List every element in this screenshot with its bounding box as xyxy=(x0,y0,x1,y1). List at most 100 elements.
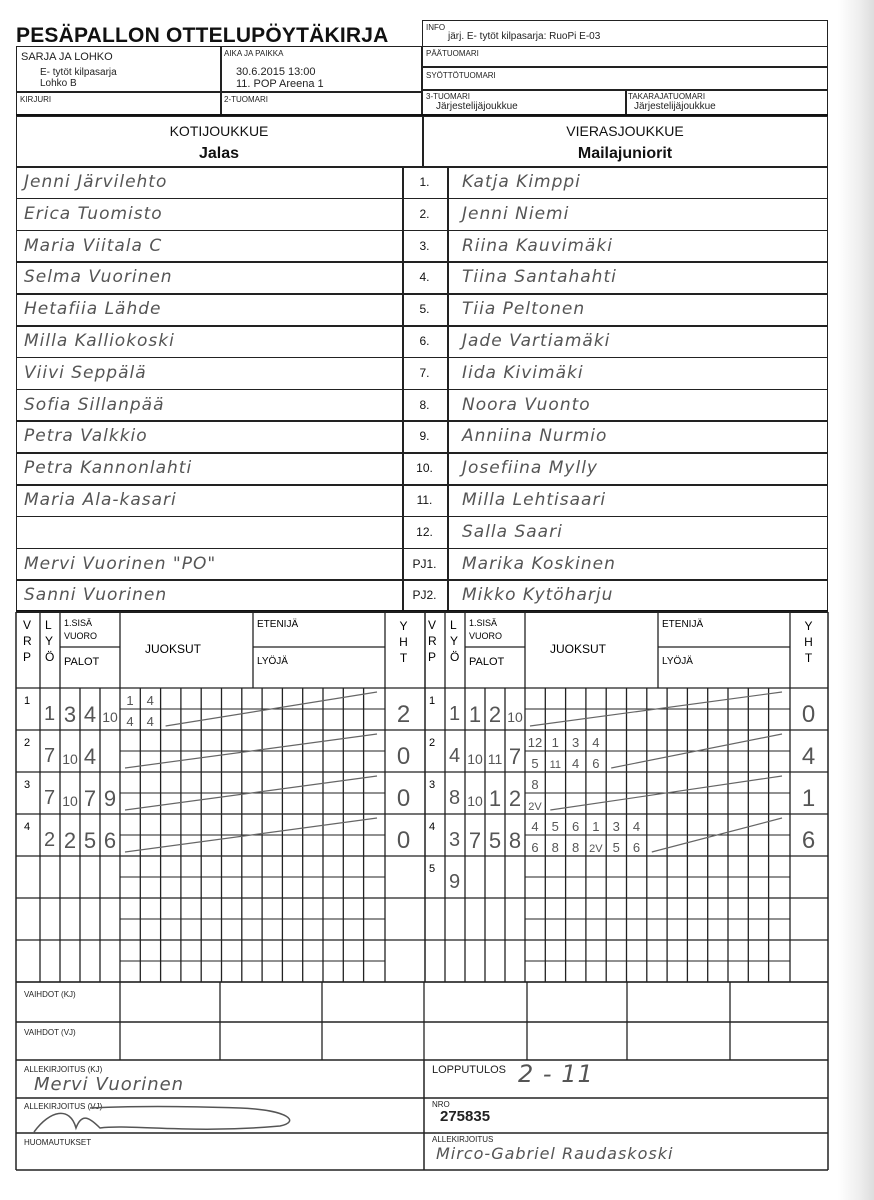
run-batter: 4 xyxy=(147,714,154,729)
player-number: 7. xyxy=(419,365,430,380)
col-yht-letter: T xyxy=(805,651,813,665)
allekirjoitus-label: ALLEKIRJOITUS xyxy=(432,1135,494,1144)
inning-strike-line xyxy=(550,775,783,811)
aika-label: AIKA JA PAIKKA xyxy=(224,49,284,58)
away-player-name: Josefiina Mylly xyxy=(462,458,598,479)
col-palot-label: PALOT xyxy=(469,656,505,668)
player-number: 5. xyxy=(419,302,430,317)
run-runner: 12 xyxy=(528,735,542,750)
palo-value: 10 xyxy=(62,793,78,809)
away-player-name: Katja Kimppi xyxy=(462,172,581,192)
inning-strike-line xyxy=(124,775,378,811)
run-batter: 8 xyxy=(572,840,579,855)
palo-value: 3 xyxy=(64,702,76,727)
player-number: 2. xyxy=(419,206,430,221)
player-number: 9. xyxy=(419,429,430,444)
home-player-name: Milla Kalliokoski xyxy=(24,331,175,351)
inning-number: 4 xyxy=(24,821,30,833)
allekirjoitus-vj-label: ALLEKIRJOITUS (VJ) xyxy=(24,1102,103,1111)
run-runner: 8 xyxy=(531,777,538,792)
home-player-name: Mervi Vuorinen "PO" xyxy=(24,553,217,574)
inning-batter: 9 xyxy=(449,871,460,893)
inning-strike-line xyxy=(611,733,783,769)
lohko-value: Lohko B xyxy=(40,78,77,89)
run-batter: 8 xyxy=(552,840,559,855)
inning-total: 0 xyxy=(397,827,410,854)
palo-value: 4 xyxy=(84,744,96,769)
col-sisa-label: 1.SISÄ xyxy=(64,618,92,628)
tuomari2-label: 2-TUOMARI xyxy=(224,95,268,104)
home-team-name: Jalas xyxy=(198,145,240,162)
inning-number: 5 xyxy=(429,863,435,875)
signature-vj xyxy=(33,1105,291,1133)
home-player-name: Erica Tuomisto xyxy=(24,203,163,224)
palo-value: 1 xyxy=(469,702,481,727)
run-batter: 2V xyxy=(589,843,603,855)
col-lyoja-label: LYÖJÄ xyxy=(257,655,288,667)
form-title: PESÄPALLON OTTELUPÖYTÄKIRJA xyxy=(16,24,389,47)
inning-total: 2 xyxy=(397,701,410,728)
player-number: PJ1. xyxy=(412,556,437,571)
away-player-name: Riina Kauvimäki xyxy=(462,235,613,256)
vaihdot-vj-label: VAIHDOT (VJ) xyxy=(24,1028,76,1037)
inning-strike-line xyxy=(124,733,378,769)
nro-label: NRO xyxy=(432,1100,450,1109)
col-vrp-letter: V xyxy=(428,618,436,632)
col-lyoja-label: LYÖJÄ xyxy=(662,655,693,667)
vaihdot-kj-label: VAIHDOT (KJ) xyxy=(24,990,76,999)
player-number: 4. xyxy=(419,270,430,285)
signature-kj: Mervi Vuorinen xyxy=(34,1074,185,1095)
away-player-name: Marika Koskinen xyxy=(462,553,616,574)
inning-strike-line xyxy=(165,691,378,727)
col-lyo-letter: L xyxy=(45,618,52,632)
info-label: INFO xyxy=(426,23,446,32)
col-vrp-letter: R xyxy=(23,634,32,648)
palo-value: 1 xyxy=(489,786,501,811)
home-player-name: Jenni Järvilehto xyxy=(24,172,168,192)
home-player-name: Selma Vuorinen xyxy=(24,267,173,288)
palo-value: 2 xyxy=(489,702,501,727)
palo-value: 9 xyxy=(104,786,116,811)
col-etenija-label: ETENIJÄ xyxy=(662,618,703,630)
away-player-name: Anniina Nurmio xyxy=(462,426,608,447)
away-player-name: Salla Saari xyxy=(462,521,563,542)
run-batter: 6 xyxy=(592,756,599,771)
sarja-value: E- tytöt kilpasarja xyxy=(40,67,117,78)
aika-place: 11. POP Areena 1 xyxy=(236,78,324,90)
tuomari3-value: Järjestelijäjoukkue xyxy=(436,101,518,112)
away-player-name: Tiia Peltonen xyxy=(462,299,586,320)
inning-total: 1 xyxy=(802,785,815,812)
inning-batter: 1 xyxy=(449,703,460,725)
run-runner: 4 xyxy=(147,693,154,708)
col-vrp-letter: R xyxy=(428,634,437,648)
palo-value: 6 xyxy=(104,828,116,853)
player-number: PJ2. xyxy=(412,588,437,603)
run-runner: 4 xyxy=(633,819,640,834)
col-lyo-letter: Y xyxy=(45,634,53,648)
palo-value: 2 xyxy=(509,786,521,811)
home-player-name: Petra Valkkio xyxy=(24,426,148,447)
run-batter: 5 xyxy=(531,756,538,771)
col-lyo-letter: Y xyxy=(450,634,458,648)
run-runner: 1 xyxy=(126,693,133,708)
palo-value: 4 xyxy=(84,702,96,727)
col-lyo-letter: Ö xyxy=(450,650,459,664)
away-player-name: Mikko Kytöharju xyxy=(462,585,614,606)
col-juoksut-label: JUOKSUT xyxy=(145,642,202,656)
col-juoksut-label: JUOKSUT xyxy=(550,642,607,656)
col-vrp-letter: P xyxy=(428,650,436,664)
away-player-name: Jenni Niemi xyxy=(462,203,570,224)
inning-strike-line xyxy=(651,817,783,853)
palo-value: 10 xyxy=(102,709,118,725)
col-yht-letter: H xyxy=(399,635,408,649)
palo-value: 10 xyxy=(507,709,523,725)
run-runner: 3 xyxy=(572,735,579,750)
run-batter: 4 xyxy=(126,714,133,729)
player-number: 11. xyxy=(416,493,433,507)
inning-batter: 4 xyxy=(449,745,460,767)
takaraja-value: Järjestelijäjoukkue xyxy=(634,101,716,112)
syottotuomari-label: SYÖTTÖTUOMARI xyxy=(426,71,496,80)
run-batter: 5 xyxy=(613,840,620,855)
inning-batter: 1 xyxy=(44,703,55,725)
inning-number: 1 xyxy=(429,695,435,707)
